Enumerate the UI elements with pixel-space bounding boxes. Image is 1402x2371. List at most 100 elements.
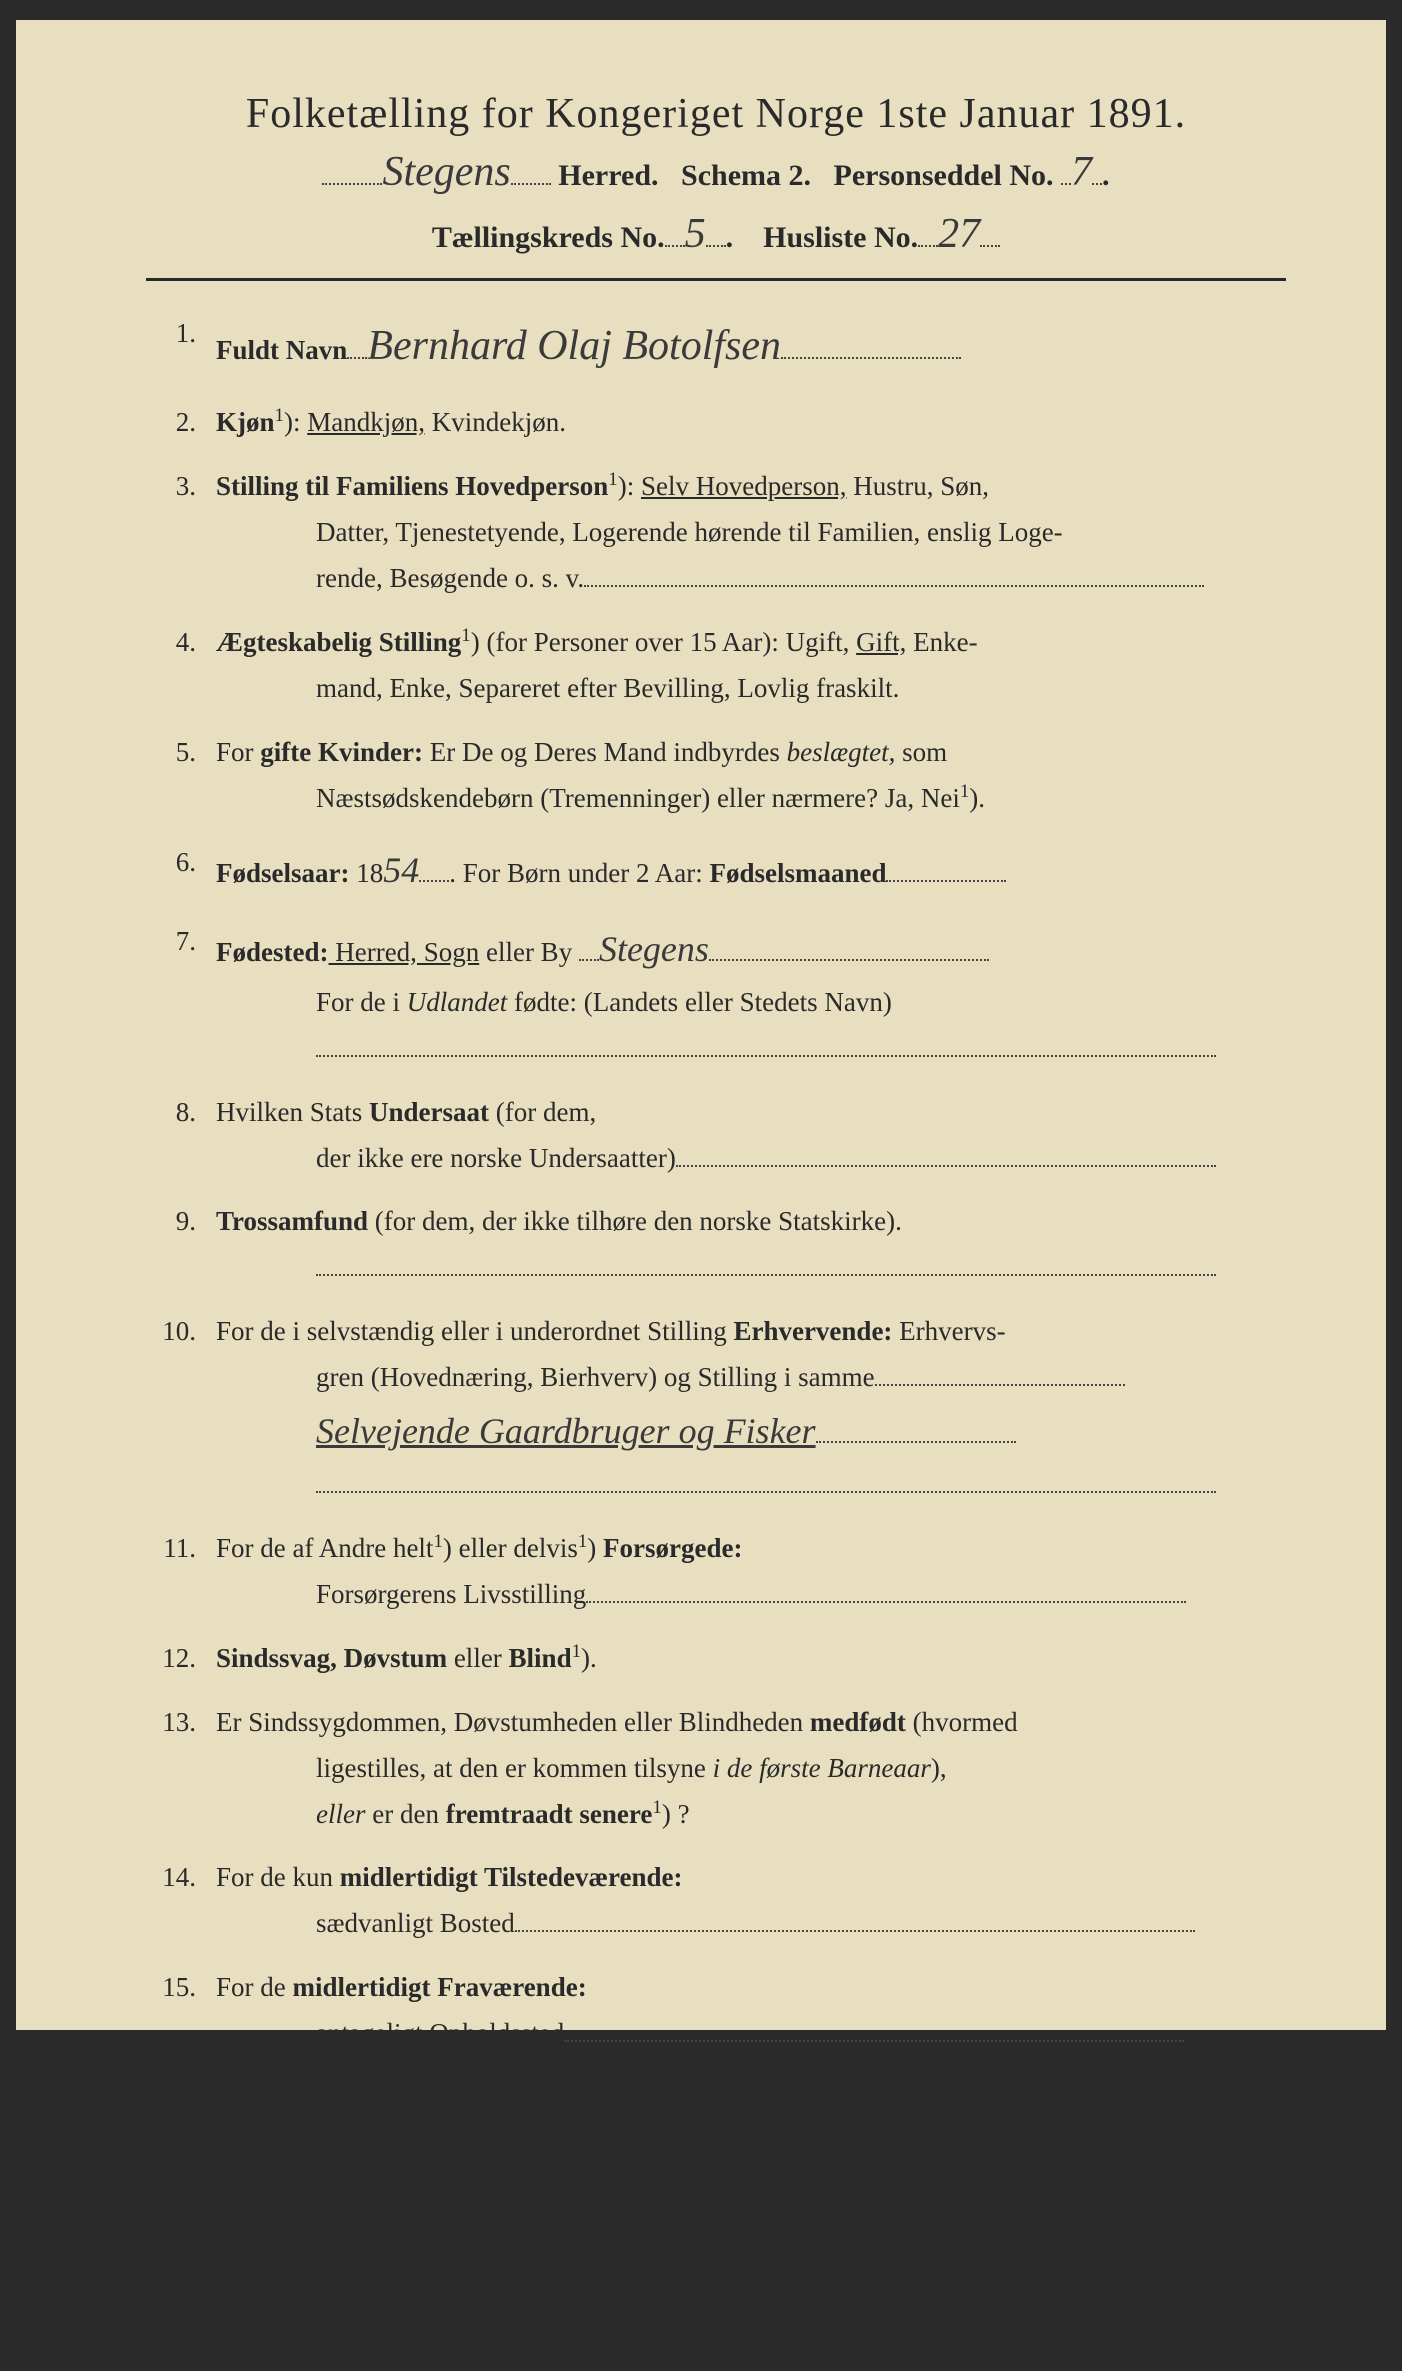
row-content: For de af Andre helt1) eller delvis1) Fo… bbox=[216, 1526, 1286, 1618]
text: Hvilken Stats bbox=[216, 1097, 369, 1127]
row-num: 12. bbox=[146, 1636, 216, 1682]
kreds-no: 5 bbox=[685, 211, 706, 257]
selected-option: Herred, bbox=[328, 937, 416, 967]
row-content: Fødselsaar: 1854. For Børn under 2 Aar: … bbox=[216, 840, 1286, 901]
text: eller bbox=[447, 1643, 508, 1673]
row-num: 16. bbox=[146, 2075, 216, 2121]
text: ). bbox=[969, 783, 985, 813]
name-value: Bernhard Olaj Botolfsen bbox=[367, 323, 781, 369]
field-label: Fødselsaar: bbox=[216, 858, 349, 888]
text: Er De og Deres Mand indbyrdes bbox=[423, 737, 787, 767]
superscript: 1 bbox=[1065, 2190, 1074, 2211]
superscript: 1 bbox=[578, 1531, 587, 1552]
row-9: 9. Trossamfund (for dem, der ikke tilhør… bbox=[146, 1199, 1286, 1291]
row-4: 4. Ægteskabelig Stilling1) (for Personer… bbox=[146, 620, 1286, 712]
text: ) eller delvis bbox=[443, 1533, 578, 1563]
row-num: 14. bbox=[146, 1855, 216, 1947]
field-label: gifte Kvinder: bbox=[260, 737, 423, 767]
row-13: 13. Er Sindssygdommen, Døvstumheden elle… bbox=[146, 1700, 1286, 1838]
text: mand, Enke, Separeret efter Bevilling, L… bbox=[216, 666, 1286, 712]
text: Er Sindssygdommen, Døvstumheden eller Bl… bbox=[216, 1707, 810, 1737]
text: ). bbox=[828, 2082, 844, 2112]
text bbox=[216, 1026, 1286, 1072]
header-line2: Stegens Herred. Schema 2. Personseddel N… bbox=[146, 148, 1286, 196]
husliste-no: 27 bbox=[938, 211, 980, 257]
field-label: midlertidigt Tilstedeværende: bbox=[340, 1862, 683, 1892]
field-label: Ægteskabelig Stilling bbox=[216, 627, 461, 657]
italic-text: i de første Barneaar bbox=[713, 1753, 931, 1783]
text: eller By bbox=[479, 937, 579, 967]
field-label: Blind bbox=[509, 1643, 572, 1673]
row-num: 18. bbox=[146, 2249, 216, 2295]
text: gren (Hovednæring, Bierhverv) og Stillin… bbox=[316, 1362, 875, 1392]
row-num: 10. bbox=[146, 1309, 216, 1508]
row-num: 7. bbox=[146, 919, 216, 1072]
text: sædvanligt Bosted bbox=[316, 1908, 515, 1938]
husliste-label: Husliste No. bbox=[763, 221, 918, 254]
row-content: Hvilken Stats Undersaat (for dem, der ik… bbox=[216, 1090, 1286, 1182]
footnote: 1) De for hvert Tilfælde passende Ord un… bbox=[146, 2339, 1286, 2371]
text: ). bbox=[581, 1643, 597, 1673]
row-num: 5. bbox=[146, 730, 216, 822]
row-10: 10. For de i selvstændig eller i underor… bbox=[146, 1309, 1286, 1508]
herred-value: Stegens bbox=[382, 149, 510, 195]
schema-label: Schema 2. bbox=[681, 159, 811, 192]
row-6: 6. Fødselsaar: 1854. For Børn under 2 Aa… bbox=[146, 840, 1286, 901]
row-num: 11. bbox=[146, 1526, 216, 1618]
row-content: Stilling til Familiens Hovedperson1): Se… bbox=[216, 464, 1286, 602]
italic-text: eller bbox=[316, 1799, 365, 1829]
field-label: Kjøn bbox=[216, 407, 275, 437]
row-content: For de i selvstændig eller i underordnet… bbox=[216, 1309, 1286, 1508]
row-content: For gifte Kvinder: Er De og Deres Mand i… bbox=[216, 730, 1286, 822]
personseddel-label: Personseddel No. bbox=[834, 159, 1054, 192]
selected-option: Selv Hovedperson, bbox=[641, 471, 846, 501]
superscript: 1 bbox=[572, 1641, 581, 1662]
text: For de kun bbox=[216, 1862, 340, 1892]
main-title: Folketælling for Kongeriget Norge 1ste J… bbox=[146, 90, 1286, 138]
birthplace-value: Stegens bbox=[599, 929, 709, 969]
text: rende, Besøgende o. s. v. bbox=[316, 563, 584, 593]
row-18: 18. For Lapper oplyses, om Vedkommende e… bbox=[146, 2249, 1286, 2295]
superscript: 1 bbox=[819, 2080, 828, 2101]
text: oplyses, om Vedkommende er bbox=[346, 2256, 684, 2286]
row-num: 3. bbox=[146, 464, 216, 602]
text bbox=[216, 1462, 1286, 1508]
text: Erhvervs- bbox=[892, 1316, 1005, 1346]
field-label: Lapper bbox=[260, 2256, 346, 2286]
text: For bbox=[216, 2256, 260, 2286]
italic-text: fastboende bbox=[684, 2256, 801, 2286]
superscript: 1 bbox=[371, 2339, 383, 2359]
text: ) bbox=[587, 1533, 603, 1563]
selected-option: Mandkjøn, bbox=[307, 407, 425, 437]
divider-line bbox=[146, 278, 1286, 281]
text: ). bbox=[1075, 2192, 1091, 2222]
row-1: 1. Fuldt NavnBernhard Olaj Botolfsen bbox=[146, 311, 1286, 382]
text: For de i selvstændig eller i underordnet… bbox=[216, 1316, 733, 1346]
superscript: 1 bbox=[433, 1531, 442, 1552]
year-value: 54 bbox=[383, 850, 419, 890]
field-label: Trossamfund bbox=[216, 1206, 368, 1236]
row-num: 2. bbox=[146, 400, 216, 446]
text: Hustru, Søn, bbox=[846, 471, 989, 501]
row-num: 13. bbox=[146, 1700, 216, 1838]
text: Lappisk, Finsk (Kvænsk), Blandet bbox=[441, 2082, 819, 2112]
row-content: Sindssvag, Døvstum eller Blind1). bbox=[216, 1636, 1286, 1682]
footnote-text: ) De for hvert Tilfælde passende Ord und… bbox=[383, 2341, 1060, 2370]
text: . For Børn under 2 Aar: bbox=[449, 858, 709, 888]
row-content: Ægteskabelig Stilling1) (for Personer ov… bbox=[216, 620, 1286, 712]
text: ) ? bbox=[662, 1799, 690, 1829]
italic-text: Udlandet bbox=[407, 987, 508, 1017]
text: (for dem, bbox=[489, 1097, 596, 1127]
form-header: Folketælling for Kongeriget Norge 1ste J… bbox=[146, 90, 1286, 258]
text: sædvanligt Bosted bbox=[216, 1901, 1286, 1947]
form-body: 1. Fuldt NavnBernhard Olaj Botolfsen 2. … bbox=[146, 311, 1286, 2371]
italic-text: beslægtet, bbox=[787, 737, 896, 767]
field-label: Undersaat bbox=[369, 1097, 489, 1127]
row-content: For de kun midlertidigt Tilstedeværende:… bbox=[216, 1855, 1286, 1947]
field-label: fremtraadt senere bbox=[446, 1799, 653, 1829]
text: rende, Besøgende o. s. v. bbox=[216, 556, 1286, 602]
superscript: 1 bbox=[461, 625, 470, 646]
header-line3: Tællingskreds No.5. Husliste No.27 bbox=[146, 210, 1286, 258]
text: som bbox=[895, 737, 947, 767]
row-16: 16. Nationalitet: Norsk, Lappisk, Finsk … bbox=[146, 2075, 1286, 2121]
